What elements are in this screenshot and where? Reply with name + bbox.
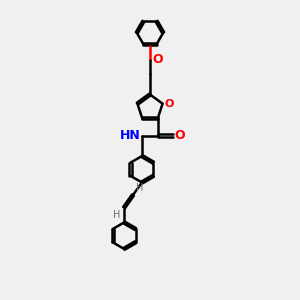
Text: O: O xyxy=(152,53,163,66)
Text: HN: HN xyxy=(119,129,140,142)
Text: H: H xyxy=(136,183,144,193)
Text: O: O xyxy=(174,129,184,142)
Text: H: H xyxy=(113,210,121,220)
Text: O: O xyxy=(164,99,174,109)
